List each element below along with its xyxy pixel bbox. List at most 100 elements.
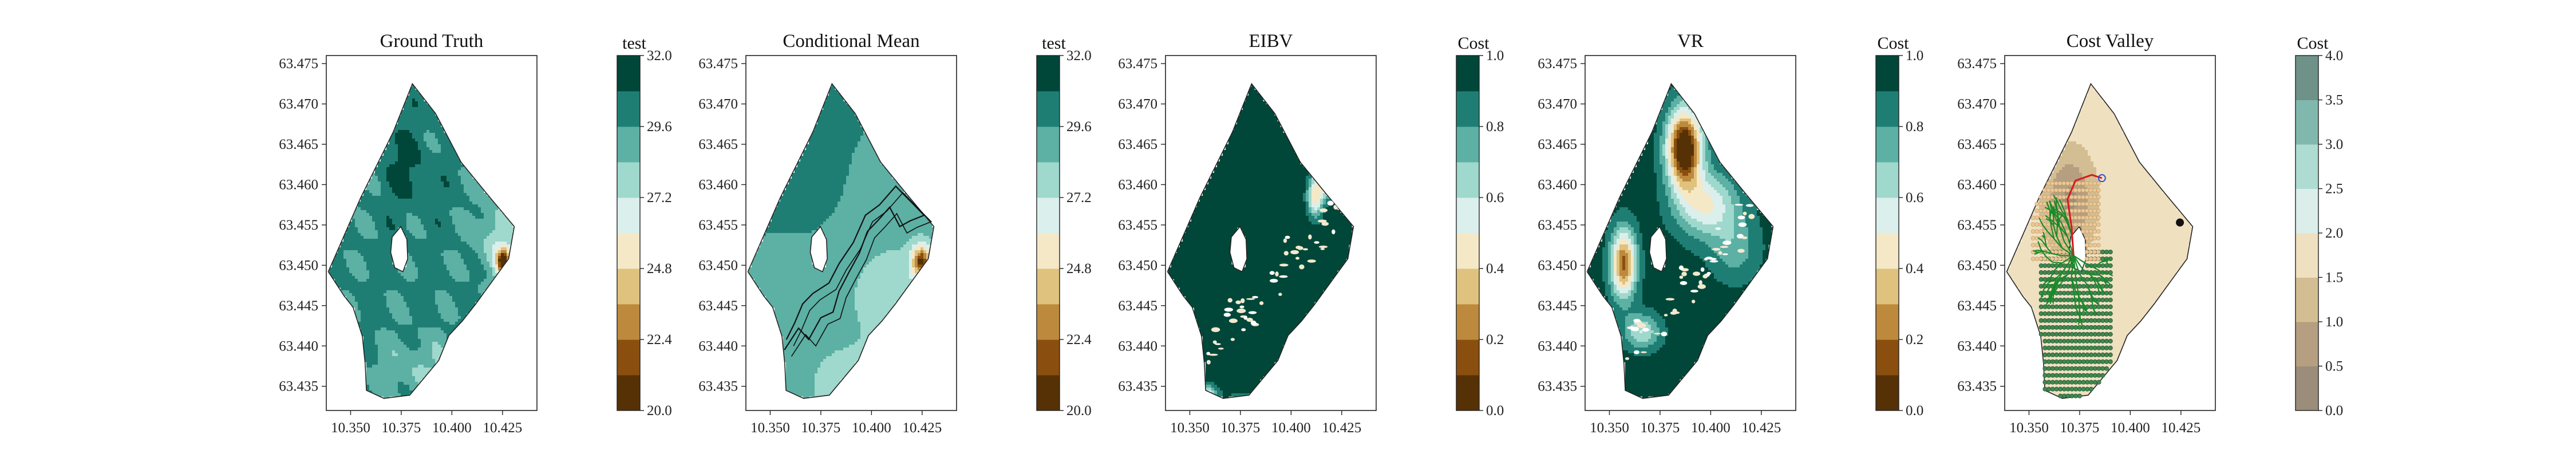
x-tick-label: 10.400 — [1271, 420, 1311, 436]
grid-point — [2088, 256, 2093, 261]
rrt-edge — [2059, 274, 2068, 286]
grid-point — [2100, 366, 2105, 371]
colorbar-segment — [1456, 269, 1479, 305]
grid-point — [2042, 359, 2048, 364]
colorbar-segment — [1037, 304, 1060, 340]
grid-point — [2088, 181, 2093, 186]
grid-point — [2042, 263, 2048, 269]
grid-point — [2057, 181, 2063, 186]
grid-point — [2042, 338, 2048, 344]
grid-point — [2092, 188, 2097, 193]
grid-point — [2092, 236, 2097, 240]
sample-spot — [1741, 236, 1748, 239]
grid-point — [2062, 380, 2067, 385]
colorbar-tick-label: 0.0 — [1486, 403, 1504, 418]
grid-point — [2073, 373, 2079, 378]
grid-point — [2065, 345, 2071, 350]
cost-valley-overlay — [2030, 173, 2184, 398]
grid-point — [2050, 380, 2055, 385]
grid-point — [2104, 331, 2109, 337]
grid-point — [2034, 222, 2040, 227]
rrt-edge — [2092, 307, 2096, 315]
rrt-edge — [2101, 271, 2108, 274]
grid-point — [2054, 256, 2059, 261]
grid-point — [2054, 359, 2059, 364]
axes-frame — [745, 55, 957, 411]
grid-point — [2054, 380, 2059, 385]
contour-field — [749, 84, 934, 398]
rrt-edge — [2054, 279, 2060, 289]
grid-point — [2089, 386, 2094, 392]
chart-title: Ground Truth — [380, 31, 484, 52]
x-tick-label: 10.425 — [902, 420, 942, 436]
colorbar-segment — [1037, 162, 1060, 198]
grid-point — [2077, 325, 2082, 330]
rrt-edge — [2071, 277, 2076, 291]
grid-point — [2069, 393, 2075, 398]
grid-point — [2073, 338, 2079, 344]
grid-point — [2058, 352, 2063, 357]
colorbar-segment — [1456, 127, 1479, 163]
grid-point — [2054, 325, 2059, 330]
rrt-edge — [2037, 241, 2041, 250]
x-tick-label: 10.400 — [2111, 420, 2150, 436]
x-tick-label: 10.350 — [1170, 420, 1210, 436]
grid-point — [2100, 304, 2105, 309]
grid-point — [2096, 318, 2101, 323]
grid-point — [2073, 366, 2079, 371]
grid-point — [2085, 318, 2090, 323]
sample-spot — [1223, 313, 1231, 317]
y-tick-label: 63.455 — [1957, 218, 1997, 233]
sample-spot — [1227, 298, 1232, 303]
grid-point — [2038, 304, 2044, 309]
grid-point — [2069, 352, 2075, 357]
grid-point — [2084, 208, 2089, 214]
grid-point — [2042, 373, 2048, 378]
grid-point — [2065, 373, 2071, 378]
y-tick-label: 63.455 — [279, 218, 318, 233]
colorbar-segment — [617, 304, 640, 340]
axes-frame — [2004, 55, 2216, 411]
grid-point — [2088, 250, 2093, 254]
grid-point — [2089, 352, 2094, 357]
grid-point — [2038, 297, 2044, 302]
rrt-edge — [2105, 259, 2109, 262]
rrt-edge — [2079, 307, 2081, 318]
grid-point — [2085, 366, 2090, 371]
colorbar-tick-label: 1.0 — [1486, 48, 1504, 64]
grid-point — [2077, 208, 2081, 214]
y-tick-label: 63.435 — [1118, 379, 1157, 394]
sample-spot — [1299, 264, 1305, 270]
grid-point — [2073, 380, 2079, 385]
colorbar-tick-label: 24.8 — [1066, 261, 1092, 277]
x-tick-label: 10.350 — [1590, 420, 1629, 436]
colorbar-tick-label: 0.6 — [1906, 190, 1923, 206]
panel-1: Ground Truth 10.350 10.375 10.400 10.425 63.4… — [279, 31, 672, 436]
grid-point — [2108, 331, 2113, 337]
rrt-edge — [2067, 255, 2075, 275]
grid-point — [2092, 215, 2097, 220]
grid-point — [2073, 188, 2078, 193]
colorbar-segment — [1876, 304, 1899, 340]
colorbar-segment — [1876, 91, 1899, 127]
grid-point — [2069, 373, 2075, 378]
grid-point — [2042, 195, 2047, 200]
grid-point — [2057, 188, 2063, 193]
colorbar-tick-label: 1.5 — [2325, 270, 2343, 286]
colorbar-segment — [617, 233, 640, 269]
grid-point — [2092, 352, 2097, 357]
colorbar-segment — [1456, 339, 1479, 376]
grid-point — [2046, 345, 2052, 350]
rrt-edge — [2046, 231, 2055, 239]
grid-point — [2081, 345, 2086, 350]
grid-point — [2092, 250, 2097, 254]
sample-spot — [1320, 247, 1325, 250]
grid-point — [2096, 297, 2101, 302]
grid-point — [2038, 202, 2043, 207]
grid-point — [2088, 195, 2093, 200]
grid-point — [2042, 297, 2048, 302]
grid-point — [2108, 325, 2113, 330]
y-tick-label: 63.450 — [1538, 258, 1577, 273]
grid-point — [2077, 277, 2082, 282]
